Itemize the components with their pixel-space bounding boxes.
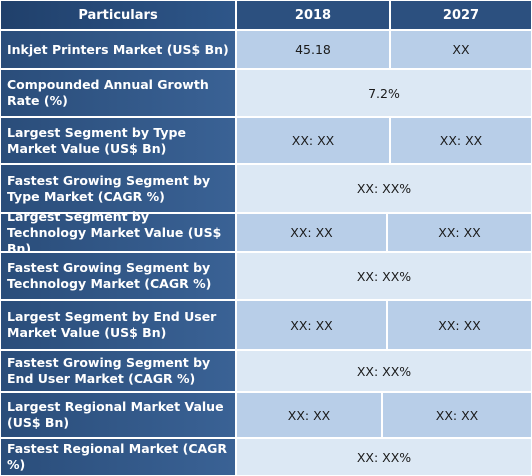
row-label: Compounded Annual Growth Rate (%) (0, 69, 236, 117)
header-2027: 2027 (390, 0, 532, 30)
table-row: Fastest Growing Segment by Technology Ma… (0, 252, 532, 300)
row-label: Fastest Regional Market (CAGR %) (0, 438, 236, 476)
row-label: Fastest Growing Segment by Type Market (… (0, 164, 236, 213)
row-label: Largest Regional Market Value (US$ Bn) (0, 392, 236, 438)
row-label: Largest Segment by End User Market Value… (0, 300, 236, 350)
merged-value-cell: XX: XX% (236, 350, 532, 392)
table-row: Compounded Annual Growth Rate (%) 7.2% (0, 69, 532, 117)
value-2027-cell: XX: XX (387, 300, 532, 350)
value-2018-cell: XX: XX (236, 300, 387, 350)
merged-value-cell: XX: XX% (236, 164, 532, 213)
value-2027-cell: XX: XX (382, 392, 532, 438)
value-2018-cell: XX: XX (236, 392, 382, 438)
header-particulars: Particulars (0, 0, 236, 30)
value-2018-cell: XX: XX (236, 213, 387, 252)
table-row: Largest Regional Market Value (US$ Bn) XX… (0, 392, 532, 438)
value-2027-cell: XX (390, 30, 532, 69)
row-label: Fastest Growing Segment by End User Mark… (0, 350, 236, 392)
row-label: Largest Segment by Technology Market Val… (0, 209, 236, 256)
value-2027-cell: XX: XX (390, 117, 532, 164)
row-label: Fastest Growing Segment by Technology Ma… (0, 252, 236, 300)
table-header-row: Particulars 2018 2027 (0, 0, 532, 30)
table-row: Largest Segment by Type Market Value (US… (0, 117, 532, 164)
table-row: Fastest Growing Segment by Type Market (… (0, 164, 532, 213)
table-row: Inkjet Printers Market (US$ Bn) 45.18 XX (0, 30, 532, 69)
table-row: Fastest Growing Segment by End User Mark… (0, 350, 532, 392)
merged-value-cell: XX: XX% (236, 438, 532, 476)
merged-value-cell: 7.2% (236, 69, 532, 117)
row-label: Inkjet Printers Market (US$ Bn) (0, 30, 236, 69)
merged-value-cell: XX: XX% (236, 252, 532, 300)
table-row: Largest Segment by Technology Market Val… (0, 209, 532, 256)
value-2027-cell: XX: XX (387, 213, 532, 252)
header-2018: 2018 (236, 0, 390, 30)
table-row: Fastest Regional Market (CAGR %) XX: XX% (0, 438, 532, 476)
value-2018-cell: 45.18 (236, 30, 390, 69)
table-row: Largest Segment by End User Market Value… (0, 300, 532, 350)
value-2018-cell: XX: XX (236, 117, 390, 164)
row-label: Largest Segment by Type Market Value (US… (0, 117, 236, 164)
